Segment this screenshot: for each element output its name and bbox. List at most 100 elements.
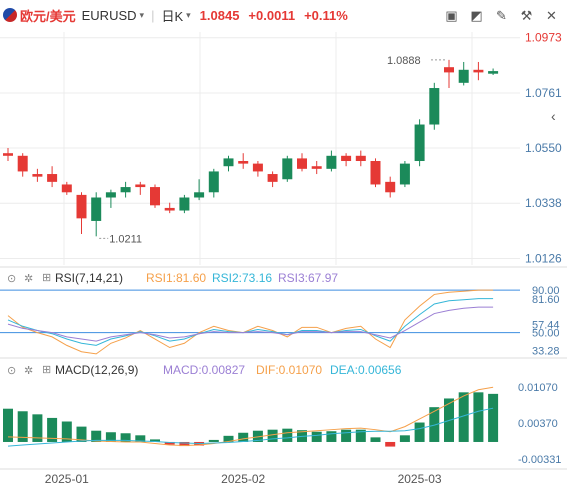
rsi3-label: RSI3:67.97 [278, 271, 339, 285]
candle-body [399, 163, 410, 185]
y-tick-label: 1.0550 [525, 141, 562, 155]
pen-icon[interactable]: ✎ [496, 7, 507, 23]
price-change-pct: +0.11% [304, 7, 348, 23]
macd-histogram-bar [61, 421, 72, 442]
candle-body [267, 174, 278, 182]
candle-body [341, 155, 352, 162]
symbol-code[interactable]: EURUSD [81, 7, 137, 23]
macd-histogram-bar [458, 392, 469, 442]
candle-body [370, 161, 381, 185]
expand-icon[interactable]: ⊞ [42, 272, 52, 284]
candle-body [458, 69, 469, 83]
candle-body [135, 184, 146, 188]
candle-body [47, 174, 58, 182]
macd-histogram-bar [385, 441, 396, 447]
last-price: 1.0845 [199, 7, 240, 23]
candle-body [164, 207, 175, 211]
candle-body [252, 163, 263, 172]
rsi-name: RSI(7,14,21) [55, 271, 124, 285]
high-annotation: 1.0888 [387, 55, 421, 67]
candle-body [3, 153, 13, 156]
macd-histogram-bar [17, 411, 28, 442]
low-annotation: 1.0211 [109, 233, 142, 245]
candle-body [238, 161, 249, 164]
candle-body [282, 158, 293, 180]
rsi-tick-label: 33.28 [532, 345, 560, 357]
wand-icon[interactable]: ⚒ [520, 7, 533, 23]
x-tick-label: 2025-03 [398, 472, 442, 486]
macd-line-dea [7, 407, 494, 447]
rsi-tick-label: 81.60 [532, 294, 560, 306]
rsi-reference-label: 90.00 [532, 285, 560, 297]
expand-icon[interactable]: ⊞ [42, 364, 52, 376]
candle-body [105, 192, 116, 198]
rsi2-label: RSI2:73.16 [212, 271, 273, 285]
dea-label: DEA:0.00656 [330, 363, 402, 377]
candle-body [32, 174, 43, 177]
rsi-line-rsi3 [7, 306, 494, 342]
draw-icon[interactable]: ◩ [470, 7, 483, 23]
price-change: +0.0011 [248, 7, 296, 23]
macd-histogram-bar [150, 439, 160, 442]
chevron-down-icon[interactable]: ▾ [186, 9, 191, 20]
settings-icon[interactable]: ✲ [24, 365, 34, 377]
candle-body [429, 88, 440, 125]
macd-histogram-bar [326, 431, 337, 442]
macd-histogram-bar [120, 433, 131, 442]
divider: | [151, 7, 155, 23]
macd-histogram-bar [414, 422, 425, 442]
x-tick-label: 2025-01 [45, 472, 89, 486]
macd-histogram-bar [282, 428, 293, 442]
visibility-icon[interactable]: ⊙ [7, 365, 17, 377]
candle-body [473, 69, 484, 73]
macd-histogram-bar [370, 437, 381, 442]
header-bar: 欧元/美元 EURUSD ▾ | 日K ▾ 1.0845 +0.0011 +0.… [0, 0, 567, 30]
macd-histogram-bar [473, 392, 484, 442]
visibility-icon[interactable]: ⊙ [7, 273, 17, 285]
macd-histogram-bar [32, 414, 43, 442]
pair-name[interactable]: 欧元/美元 [20, 8, 76, 24]
macd-histogram-bar [76, 426, 87, 442]
timeframe-selector[interactable]: 日K [161, 8, 184, 24]
macd-histogram-bar [223, 435, 234, 442]
x-tick-label: 2025-02 [221, 472, 265, 486]
candle-body [355, 155, 366, 162]
candle-body [297, 158, 307, 169]
candle-body [91, 197, 102, 221]
macd-label: MACD:0.00827 [163, 363, 246, 377]
chevron-left-icon[interactable]: ‹ [551, 108, 556, 124]
macd-histogram-bar [311, 431, 322, 442]
close-icon[interactable]: ✕ [546, 7, 557, 23]
image-icon[interactable]: ▣ [445, 7, 458, 23]
macd-histogram-bar [399, 435, 410, 442]
y-tick-label: 1.0338 [525, 196, 562, 210]
rsi-tick-label: 57.44 [532, 320, 560, 332]
candle-body [444, 67, 454, 73]
candle-body [488, 71, 499, 74]
rsi1-label: RSI1:81.60 [146, 271, 207, 285]
candle-body [385, 181, 396, 193]
macd-histogram-bar [355, 429, 366, 442]
candle-body [61, 184, 72, 193]
macd-histogram-bar [47, 417, 58, 442]
macd-histogram-bar [91, 430, 102, 442]
macd-histogram-bar [267, 429, 278, 442]
macd-histogram-bar [252, 430, 263, 442]
flag-icon [3, 8, 17, 22]
chevron-down-icon[interactable]: ▾ [139, 9, 145, 20]
candle-body [208, 171, 219, 193]
macd-histogram-bar [135, 435, 146, 442]
macd-tick-label: -0.00331 [518, 454, 561, 466]
settings-icon[interactable]: ✲ [24, 273, 34, 285]
rsi-reference-label: 50.00 [532, 328, 560, 340]
macd-histogram-bar [208, 439, 219, 442]
y-tick-label: 1.0761 [525, 86, 562, 100]
rsi-line-rsi2 [7, 298, 494, 346]
candle-body [120, 187, 131, 193]
macd-histogram-bar [179, 441, 190, 447]
macd-histogram-bar [164, 441, 175, 445]
macd-tick-label: 0.00370 [518, 418, 558, 430]
macd-tick-label: 0.01070 [518, 382, 558, 394]
